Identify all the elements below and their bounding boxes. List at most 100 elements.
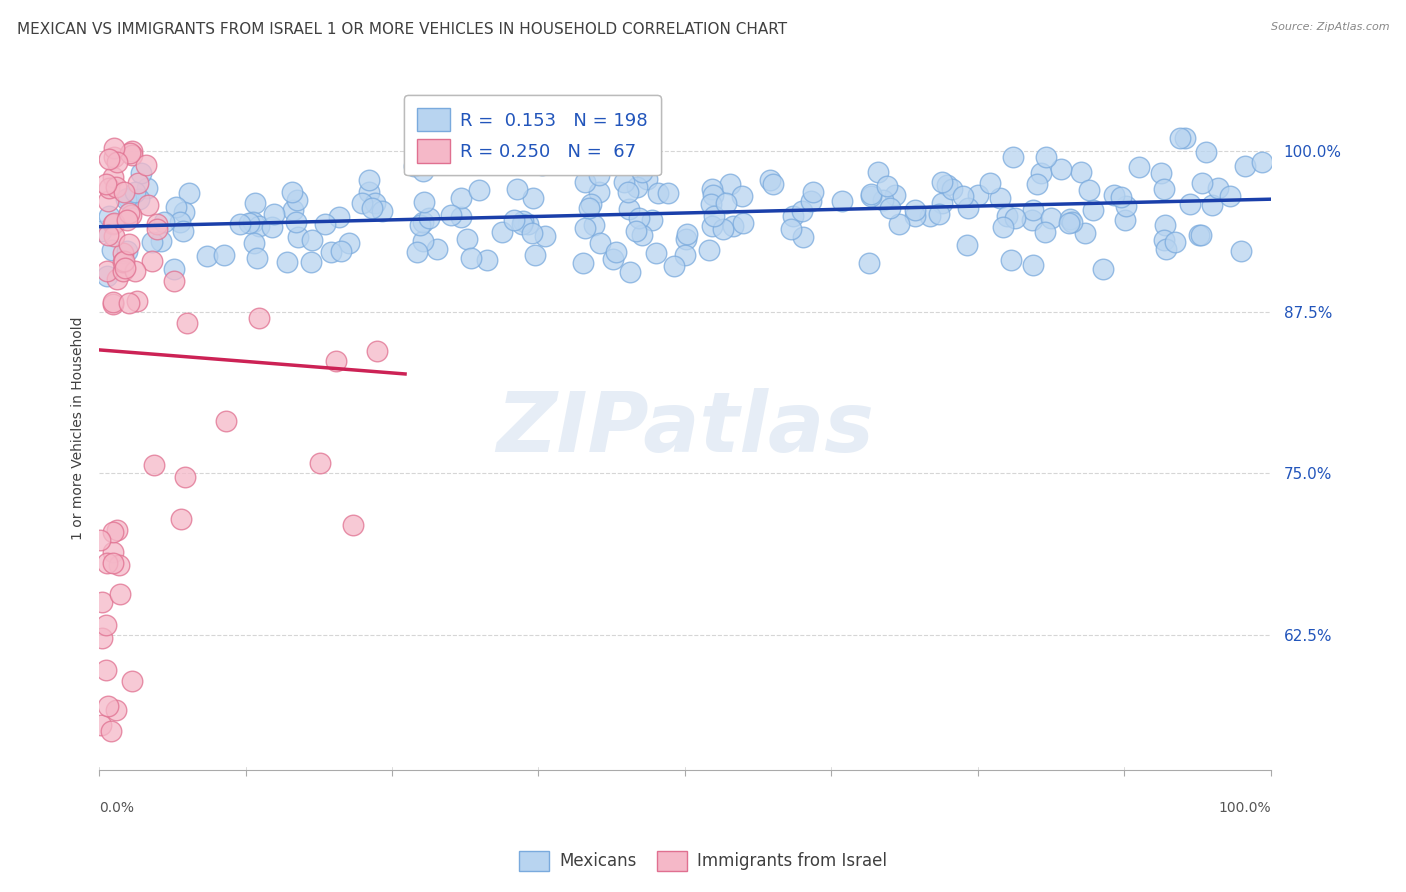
Point (229, 217, 252, 231)
Point (360, 201, 382, 215)
Point (858, 256, 880, 270)
Point (702, 219, 724, 233)
Point (506, 182, 529, 196)
Point (491, 225, 513, 239)
Point (723, 219, 745, 234)
Point (172, 224, 194, 238)
Point (703, 210, 725, 224)
Point (177, 186, 200, 200)
Point (616, 185, 638, 199)
Point (991, 220, 1014, 235)
Point (477, 252, 499, 267)
Point (115, 192, 138, 206)
Point (97, 194, 120, 208)
Point (1021, 202, 1043, 217)
Point (1191, 176, 1213, 190)
Point (214, 248, 236, 262)
Point (163, 262, 186, 277)
Point (100, 243, 122, 257)
Point (588, 168, 610, 182)
Point (876, 179, 898, 194)
Point (534, 228, 557, 243)
Point (935, 178, 957, 193)
Point (96, 556, 118, 570)
Point (319, 244, 342, 259)
Point (412, 194, 434, 209)
Point (118, 296, 141, 310)
Point (1059, 211, 1081, 226)
Point (1070, 165, 1092, 179)
Point (904, 209, 927, 223)
Point (101, 297, 124, 311)
Point (450, 191, 472, 205)
Point (94, 618, 117, 632)
Point (412, 164, 434, 178)
Point (1250, 154, 1272, 169)
Point (1153, 233, 1175, 247)
Point (931, 175, 953, 189)
Point (731, 188, 754, 202)
Point (928, 207, 950, 221)
Point (957, 201, 980, 215)
Point (243, 235, 266, 250)
Point (1153, 182, 1175, 196)
Point (613, 175, 636, 189)
Point (328, 210, 350, 224)
Point (112, 254, 135, 268)
Point (581, 197, 603, 211)
Point (409, 218, 432, 232)
Point (605, 245, 627, 260)
Point (1201, 198, 1223, 212)
Point (588, 186, 610, 200)
Point (135, 157, 157, 171)
Point (1021, 213, 1043, 227)
Text: 100.0%: 100.0% (1218, 800, 1271, 814)
Point (115, 213, 138, 227)
Point (366, 343, 388, 358)
Point (107, 272, 129, 286)
Point (1040, 211, 1063, 225)
Point (402, 159, 425, 173)
Point (101, 217, 124, 231)
Point (103, 169, 125, 184)
Point (1153, 219, 1175, 233)
Point (988, 191, 1011, 205)
Point (602, 252, 624, 266)
Point (357, 173, 380, 187)
Point (1029, 166, 1052, 180)
Point (121, 673, 143, 688)
Point (285, 193, 308, 207)
Point (1115, 198, 1137, 212)
Point (90, 223, 112, 237)
Point (101, 544, 124, 558)
Point (531, 158, 554, 172)
Point (761, 178, 783, 192)
Point (121, 148, 143, 162)
Point (104, 179, 127, 194)
Point (952, 188, 974, 202)
Point (141, 253, 163, 268)
Point (589, 235, 612, 250)
Point (112, 185, 135, 199)
Point (510, 217, 533, 231)
Point (96, 263, 118, 277)
Point (1219, 188, 1241, 202)
Point (1025, 177, 1047, 191)
Point (700, 197, 723, 211)
Point (301, 234, 323, 248)
Point (636, 172, 658, 186)
Point (626, 224, 648, 238)
Point (281, 203, 304, 218)
Point (342, 518, 364, 533)
Point (118, 237, 141, 252)
Point (627, 211, 650, 225)
Point (904, 202, 927, 217)
Point (711, 221, 734, 235)
Point (1078, 183, 1101, 197)
Point (101, 556, 124, 570)
Point (872, 193, 894, 207)
Point (800, 194, 823, 209)
Point (619, 265, 641, 279)
Point (136, 197, 159, 211)
Point (103, 216, 125, 230)
